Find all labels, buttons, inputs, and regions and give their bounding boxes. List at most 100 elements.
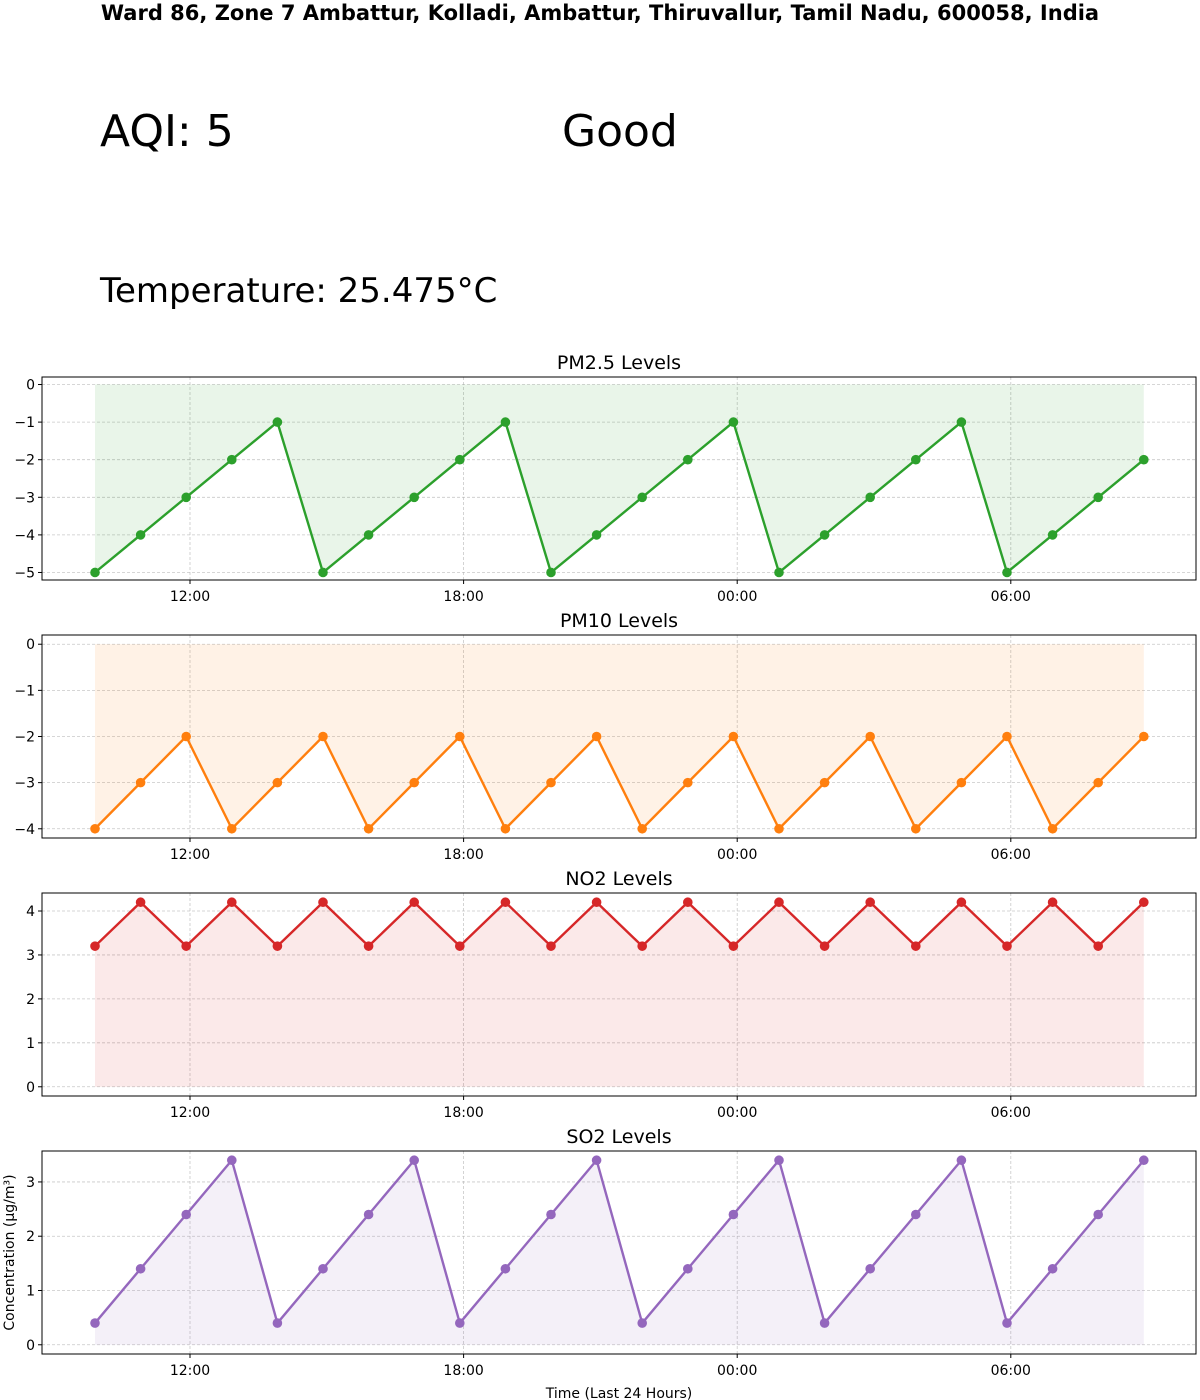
y-tick-label: −5 [14,565,35,581]
data-point [911,941,921,951]
data-point [1002,941,1012,951]
data-point [1093,1209,1103,1220]
data-point [1047,530,1058,540]
data-point [591,1155,602,1166]
data-point [90,567,100,578]
data-point [272,417,283,427]
aqi-status: Good [562,106,678,157]
data-point [637,492,647,503]
data-point [637,1318,647,1328]
data-point [1047,823,1058,834]
data-point [546,1209,556,1220]
data-point [227,823,237,834]
data-point [181,1209,191,1220]
y-tick-label: 1 [26,1036,35,1052]
data-point [591,731,602,742]
y-tick-label: 0 [26,637,35,653]
y-tick-label: −2 [14,730,35,746]
data-point [227,1155,237,1166]
data-point [911,454,921,465]
x-tick-label: 12:00 [170,589,210,605]
data-point [500,823,511,834]
data-point [819,777,830,788]
series-line [94,420,1145,574]
data-point [683,897,693,908]
series-line [94,1159,1145,1325]
location-title: Ward 86, Zone 7 Ambattur, Kolladi, Ambat… [100,1,1100,25]
x-tick-label: 00:00 [717,847,757,863]
data-point [1139,731,1149,742]
y-tick-label: −1 [14,683,35,699]
chart-title: NO2 Levels [565,868,672,890]
data-point [181,492,191,503]
data-point [1002,1318,1012,1328]
chart-3: NO2 Levels 0 1 2 3 4 12:00 18:00 00:00 06:00 [26,868,1197,1121]
y-tick-label: 1 [26,1283,35,1299]
y-axis-label: Concentration (µg/m³) [2,1174,18,1330]
data-point [455,1318,465,1328]
data-point [591,530,602,540]
data-point [318,567,328,578]
x-tick-label: 06:00 [991,589,1031,605]
data-point [363,1209,374,1220]
data-point [1047,897,1058,908]
series-fill [95,1160,1144,1345]
temperature-readout: Temperature: 25.475°C [100,271,498,311]
data-point [363,941,374,951]
x-tick-label: 18:00 [443,847,483,863]
data-point [1139,454,1149,465]
data-point [774,823,784,834]
data-point [500,897,511,908]
data-point [865,492,875,503]
x-tick-label: 18:00 [443,1363,483,1379]
y-tick-label: −3 [14,776,35,792]
x-tick-label: 18:00 [443,589,483,605]
y-tick-label: −4 [14,822,35,838]
x-tick-label: 12:00 [170,847,210,863]
chart-2: PM10 Levels 0 −1 −2 −3 −4 12:00 18:00 00:00 06:00 [14,610,1197,863]
data-point [728,941,739,951]
y-tick-label: 0 [26,378,35,394]
data-point [1093,941,1103,951]
data-point [272,1318,283,1328]
data-point [819,1318,830,1328]
data-point [227,897,237,908]
data-point [1139,1155,1149,1166]
data-point [135,897,146,908]
data-point [500,417,511,427]
data-point [865,731,875,742]
data-point [774,897,784,908]
plot-frame [41,892,1197,1097]
y-tick-label: −1 [14,415,35,431]
y-tick-label: 3 [26,948,35,964]
data-point [227,454,237,465]
data-point [455,731,465,742]
y-tick-label: 3 [26,1175,35,1191]
y-tick-label: 2 [26,992,35,1008]
chart-title: PM10 Levels [560,610,678,632]
data-point [546,777,556,788]
data-point [728,417,739,427]
data-point [546,941,556,951]
y-tick-label: −3 [14,490,35,506]
chart-4: SO2 Levels 0 1 2 3 12:00 18:00 00:00 06:00 Time (… [2,1126,1197,1400]
data-point [409,777,420,788]
data-point [683,1263,693,1274]
data-point [318,731,328,742]
chart-title: SO2 Levels [566,1126,671,1148]
data-point [455,454,465,465]
data-point [911,1209,921,1220]
data-point [819,530,830,540]
x-tick-label: 18:00 [443,1105,483,1121]
x-tick-label: 00:00 [717,1105,757,1121]
plot-frame [41,376,1197,581]
series-fill [95,902,1144,1087]
data-point [591,897,602,908]
data-point [683,777,693,788]
x-axis-label: Time (Last 24 Hours) [545,1386,693,1400]
y-tick-label: 2 [26,1229,35,1245]
data-point [1093,492,1103,503]
data-point [181,731,191,742]
series-fill [95,644,1144,829]
aqi-value: AQI: 5 [100,106,234,157]
